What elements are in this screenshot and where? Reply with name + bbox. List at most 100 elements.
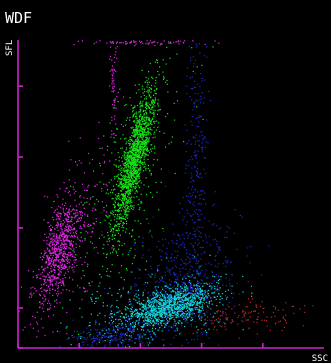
scatter-point xyxy=(72,269,74,271)
scatter-point xyxy=(173,290,175,292)
scatter-point xyxy=(188,165,190,167)
scatter-point xyxy=(164,294,166,296)
scatter-point xyxy=(127,163,129,165)
scatter-point xyxy=(152,294,154,296)
scatter-point xyxy=(195,212,197,214)
scatter-point xyxy=(44,280,46,282)
scatter-point xyxy=(134,133,136,135)
scatter-point xyxy=(139,129,141,131)
scatter-point xyxy=(117,223,119,225)
scatter-point xyxy=(135,128,137,130)
scatter-point xyxy=(154,334,156,336)
scatter-point xyxy=(74,199,76,201)
scatter-point xyxy=(146,142,148,144)
scatter-point xyxy=(81,212,84,214)
scatter-point xyxy=(140,148,143,150)
scatter-point xyxy=(175,287,177,289)
scatter-point xyxy=(161,339,163,341)
scatter-point xyxy=(138,313,140,315)
scatter-point xyxy=(169,306,171,308)
scatter-point xyxy=(147,127,149,130)
scatter-point xyxy=(149,311,151,313)
scatter-point xyxy=(70,244,72,246)
scatter-point xyxy=(125,159,128,161)
scatter-point xyxy=(112,251,114,253)
scatter-point xyxy=(168,271,171,273)
scatter-point xyxy=(179,305,181,307)
scatter-point xyxy=(142,295,144,297)
scatter-point xyxy=(210,263,212,265)
scatter-point xyxy=(176,305,178,307)
scatter-point xyxy=(116,128,118,130)
scatter-point xyxy=(183,282,185,284)
scatter-point xyxy=(116,41,118,44)
scatter-point xyxy=(143,144,145,146)
scatter-point xyxy=(229,283,231,285)
scatter-point xyxy=(212,239,214,241)
scatter-point xyxy=(70,242,72,244)
scatter-point xyxy=(194,256,196,258)
scatter-point xyxy=(82,204,84,206)
scatter-point xyxy=(127,322,129,324)
scatter-point xyxy=(130,139,133,141)
scatter-point xyxy=(147,298,149,300)
scatter-point xyxy=(133,171,135,173)
scatter-point xyxy=(64,234,66,236)
scatter-point xyxy=(157,126,159,128)
scatter-point xyxy=(109,344,111,346)
scatter-point xyxy=(116,57,118,59)
scatter-point xyxy=(156,113,158,115)
scatter-point xyxy=(189,297,191,299)
scatter-point xyxy=(173,41,175,44)
scatter-point xyxy=(138,149,140,151)
scatter-point xyxy=(145,140,147,142)
scatter-point xyxy=(191,308,193,310)
scatter-point xyxy=(126,307,128,309)
scatter-point xyxy=(100,338,102,340)
scatter-point xyxy=(130,177,132,179)
scatter-point xyxy=(116,306,118,308)
scatter-point xyxy=(59,270,61,272)
scatter-point xyxy=(176,53,178,55)
scatter-point xyxy=(153,102,155,104)
scatter-point xyxy=(137,134,139,136)
scatter-point xyxy=(133,161,135,163)
scatter-point xyxy=(175,320,177,322)
scatter-point xyxy=(192,191,194,193)
scatter-point xyxy=(199,301,201,303)
scatter-point xyxy=(116,45,119,48)
scatter-point xyxy=(148,87,150,89)
scatter-point xyxy=(144,110,147,112)
scatter-point xyxy=(129,116,131,119)
scatter-point xyxy=(94,203,96,205)
scatter-point xyxy=(66,236,68,238)
scatter-point xyxy=(138,169,140,171)
scatter-point xyxy=(68,225,71,227)
scatter-point xyxy=(173,319,175,321)
scatter-point xyxy=(231,285,233,287)
scatter-point xyxy=(250,285,253,287)
scatter-point xyxy=(172,303,174,306)
scatter-point xyxy=(60,271,62,273)
scatter-point xyxy=(155,287,157,289)
scatter-point xyxy=(139,106,141,108)
scatter-point xyxy=(123,198,126,200)
scatter-point xyxy=(113,238,115,240)
scatter-point xyxy=(88,203,90,205)
scatter-point xyxy=(156,293,158,295)
scatter-point xyxy=(118,248,120,250)
scatter-point xyxy=(141,326,143,329)
scatter-point xyxy=(148,232,150,234)
scatter-point xyxy=(166,301,168,303)
scatter-point xyxy=(149,40,151,42)
scatter-point xyxy=(113,338,115,340)
scatter-point xyxy=(189,309,191,311)
scatter-point xyxy=(175,323,177,325)
scatter-point xyxy=(112,86,114,88)
scatter-point xyxy=(157,99,159,101)
scatter-point xyxy=(118,166,120,168)
scatter-point xyxy=(181,302,183,304)
scatter-point xyxy=(246,255,248,257)
scatter-point xyxy=(170,287,172,290)
scatter-point xyxy=(177,233,179,235)
